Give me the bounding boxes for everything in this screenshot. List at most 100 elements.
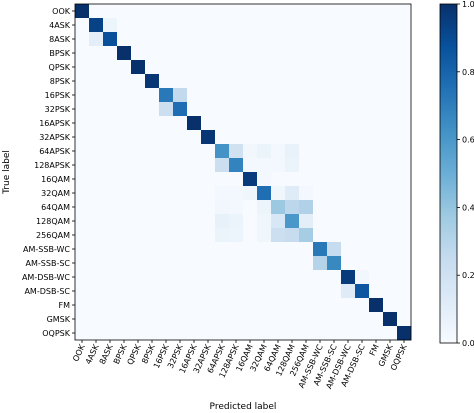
heatmap-cell xyxy=(75,298,90,313)
heatmap-cell xyxy=(145,46,160,61)
heatmap-cell xyxy=(103,60,118,75)
heatmap-cell xyxy=(369,158,384,173)
heatmap-cell xyxy=(397,18,412,33)
y-tick-label: 32APSK xyxy=(39,133,71,142)
heatmap-cell xyxy=(103,46,118,61)
colorbar-tick-label: 1.0 xyxy=(462,0,474,9)
y-axis: OOK 4ASK 8ASK BPSK QPSK 8PSK 16PSK 32PSK 16APSK 3… xyxy=(22,7,75,338)
heatmap-cell xyxy=(89,172,104,187)
heatmap-cell xyxy=(145,4,160,19)
heatmap-cell xyxy=(131,200,146,215)
heatmap-cell xyxy=(159,130,174,145)
heatmap-cell xyxy=(187,32,202,47)
heatmap-cell xyxy=(397,88,412,103)
heatmap-cell xyxy=(173,200,188,215)
y-tick-label: AM-DSB-WC xyxy=(22,273,70,282)
heatmap-cell xyxy=(299,172,314,187)
heatmap-cell xyxy=(383,116,398,131)
heatmap-cell xyxy=(229,74,244,89)
heatmap-cell xyxy=(187,242,202,257)
heatmap-cell xyxy=(313,172,328,187)
heatmap-cell xyxy=(383,326,398,341)
heatmap-cell xyxy=(187,200,202,215)
heatmap-cell xyxy=(341,228,356,243)
heatmap-cell xyxy=(355,284,370,299)
heatmap-cell xyxy=(187,228,202,243)
heatmap-cell xyxy=(75,228,90,243)
heatmap-cell xyxy=(131,186,146,201)
heatmap-cell xyxy=(397,326,412,341)
heatmap-cell xyxy=(327,228,342,243)
heatmap-cell xyxy=(397,172,412,187)
heatmap-cell xyxy=(397,4,412,19)
heatmap-cell xyxy=(103,312,118,327)
heatmap-cell xyxy=(89,144,104,159)
heatmap-cell xyxy=(355,32,370,47)
heatmap-cell xyxy=(369,144,384,159)
heatmap-cell xyxy=(299,326,314,341)
heatmap-cell xyxy=(201,130,216,145)
heatmap-cell xyxy=(229,298,244,313)
heatmap-cell xyxy=(313,270,328,285)
heatmap-cell xyxy=(159,298,174,313)
heatmap-cell xyxy=(173,298,188,313)
heatmap-cell xyxy=(229,116,244,131)
heatmap-cell xyxy=(271,158,286,173)
heatmap-cell xyxy=(229,32,244,47)
heatmap-cell xyxy=(257,298,272,313)
heatmap-cell xyxy=(243,186,258,201)
heatmap-cell xyxy=(75,326,90,341)
heatmap-cell xyxy=(229,4,244,19)
heatmap-cell xyxy=(173,4,188,19)
heatmap-cell xyxy=(201,186,216,201)
y-tick-label: 8PSK xyxy=(50,77,71,86)
y-tick-label: BPSK xyxy=(49,49,70,58)
heatmap-cell xyxy=(369,4,384,19)
heatmap-cell xyxy=(257,74,272,89)
heatmap-cell xyxy=(369,242,384,257)
heatmap-cell xyxy=(271,46,286,61)
heatmap-cell xyxy=(299,312,314,327)
heatmap-cell xyxy=(103,270,118,285)
heatmap-cell xyxy=(145,284,160,299)
heatmap-cell xyxy=(243,172,258,187)
heatmap-cell xyxy=(383,172,398,187)
heatmap-cell xyxy=(341,74,356,89)
heatmap-cell xyxy=(299,18,314,33)
x-tick-label: FM xyxy=(368,343,381,357)
heatmap-cell xyxy=(145,130,160,145)
heatmap-cell xyxy=(313,186,328,201)
heatmap-cell xyxy=(103,74,118,89)
heatmap-cell xyxy=(285,102,300,117)
heatmap-cell xyxy=(397,102,412,117)
y-tick-label: AM-SSB-WC xyxy=(23,245,70,254)
heatmap-cell xyxy=(327,256,342,271)
heatmap-cell xyxy=(243,270,258,285)
heatmap-cell xyxy=(187,312,202,327)
heatmap-cell xyxy=(355,326,370,341)
heatmap-cell xyxy=(327,214,342,229)
heatmap-cell xyxy=(215,4,230,19)
y-axis-title: True label xyxy=(2,150,12,195)
heatmap-cell xyxy=(229,200,244,215)
heatmap-cell xyxy=(89,284,104,299)
heatmap-cell xyxy=(145,200,160,215)
heatmap-cell xyxy=(117,312,132,327)
heatmap-cell xyxy=(327,130,342,145)
heatmap-cell xyxy=(75,60,90,75)
heatmap-cell xyxy=(299,200,314,215)
heatmap-cell xyxy=(355,214,370,229)
heatmap-cell xyxy=(229,130,244,145)
heatmap-cell xyxy=(215,144,230,159)
heatmap-cell xyxy=(285,32,300,47)
heatmap-cell xyxy=(89,4,104,19)
heatmap-cell xyxy=(215,74,230,89)
heatmap-cell xyxy=(173,60,188,75)
heatmap-cell xyxy=(215,256,230,271)
heatmap-cell xyxy=(215,326,230,341)
heatmap-cell xyxy=(201,256,216,271)
heatmap-cell xyxy=(285,4,300,19)
heatmap-cell xyxy=(201,74,216,89)
heatmap-cell xyxy=(397,74,412,89)
heatmap-cell xyxy=(131,60,146,75)
